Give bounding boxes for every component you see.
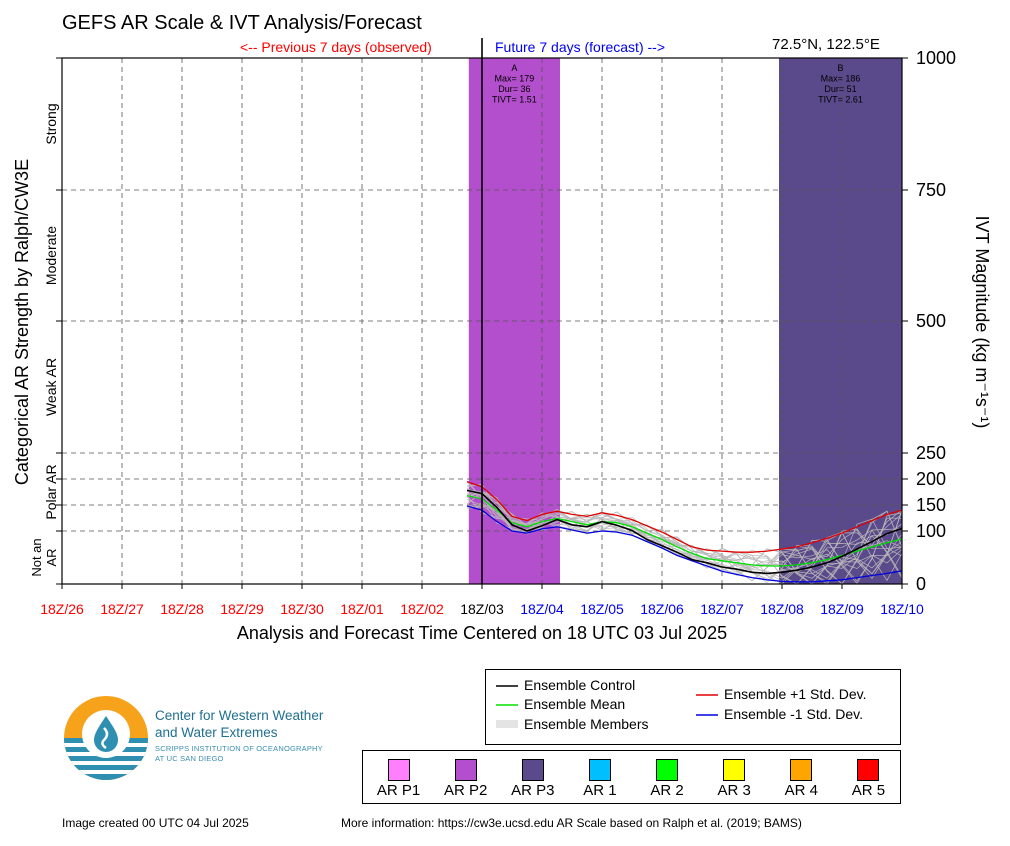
y-tick-label: 250 [916, 443, 946, 463]
y-tick-label: 200 [916, 469, 946, 489]
series-line-minus-std [466, 505, 903, 583]
event-annotation-b: TIVT= 2.61 [818, 95, 863, 105]
scale-label: AR 3 [717, 782, 751, 799]
category-label-line2: AR [44, 548, 59, 566]
scale-swatch-ar-p2 [454, 759, 477, 781]
x-tick-label: 18Z/10 [880, 601, 924, 617]
event-annotation-a: TIVT= 1.51 [492, 95, 537, 105]
y-tick-label: 100 [916, 521, 946, 541]
x-axis-label: Analysis and Forecast Time Centered on 1… [237, 623, 727, 643]
location-label: 72.5°N, 122.5°E [772, 36, 880, 53]
line-legend: Ensemble Control Ensemble Mean Ensemble … [485, 669, 901, 745]
x-tick-label: 18Z/29 [220, 601, 264, 617]
y-tick-label: 0 [916, 574, 926, 594]
y-tick-label: 1000 [916, 48, 956, 68]
cw3e-logo-icon [64, 696, 148, 780]
x-tick-label: 18Z/06 [640, 601, 684, 617]
scale-label: AR P1 [376, 782, 421, 799]
x-tick-label: 18Z/07 [700, 601, 744, 617]
chart-title: GEFS AR Scale & IVT Analysis/Forecast [62, 12, 422, 34]
x-tick-label: 18Z/08 [760, 601, 804, 617]
logo-org-name-line1: Center for Western Weather [155, 708, 324, 723]
x-tick-label: 18Z/27 [100, 601, 144, 617]
scale-label: AR 2 [650, 782, 684, 799]
ensemble-member-line [466, 503, 903, 585]
ivt-chart: 18Z/26 18Z/27 18Z/28 18Z/29 18Z/30 18Z/01 18Z/… [12, 38, 992, 643]
logo-org-name-line2: and Water Extremes [155, 725, 278, 740]
y-tick-label: 750 [916, 180, 946, 200]
scale-swatch-ar-p3 [521, 759, 544, 781]
left-axis-label: Categorical AR Strength by Ralph/CW3E [12, 159, 32, 485]
x-tick-label: 18Z/02 [400, 601, 444, 617]
category-label: Weak AR [43, 358, 59, 416]
event-annotation-a: Max= 179 [495, 74, 535, 84]
logo-institution-line1: SCRIPPS INSTITUTION OF OCEANOGRAPHY [155, 744, 323, 753]
series-line-control [466, 489, 903, 575]
image-created-label: Image created 00 UTC 04 Jul 2025 [62, 816, 249, 830]
legend-minus-std-label: Ensemble -1 Std. Dev. [724, 706, 864, 722]
event-annotation-b: Dur= 51 [824, 84, 856, 94]
legend-plus-std-label: Ensemble +1 Std. Dev. [724, 686, 867, 702]
scale-label: AR P2 [444, 782, 488, 799]
scale-swatch-ar-3 [723, 759, 746, 781]
ensemble-member-line [466, 492, 903, 575]
line-legend-swatches [496, 685, 718, 728]
legend-members-swatch [496, 720, 518, 728]
ensemble-member-line [466, 484, 903, 585]
ar-scale-legend: AR P1 AR P2 AR P3 AR 1 AR 2 AR 3 AR 4 AR 5 [362, 750, 901, 804]
x-tick-label: 18Z/30 [280, 601, 324, 617]
x-tick-label: 18Z/09 [820, 601, 864, 617]
scale-label: AR 1 [583, 782, 617, 799]
scale-label: AR 5 [851, 782, 886, 799]
scale-swatch-ar-p1 [387, 759, 410, 781]
y-tick-label: 150 [916, 495, 946, 515]
future-days-label: Future 7 days (forecast) --> [495, 39, 666, 55]
category-label: Not an [29, 538, 44, 576]
ensemble-member-line [466, 501, 903, 576]
event-annotation-a: Dur= 36 [498, 84, 530, 94]
scale-swatch-ar-1 [588, 759, 611, 781]
event-annotation-b: Max= 186 [821, 74, 861, 84]
x-tick-label: 18Z/28 [160, 601, 204, 617]
legend-mean-label: Ensemble Mean [524, 696, 626, 712]
logo-institution-line2: AT UC SAN DIEGO [155, 754, 224, 763]
event-annotation-b: B [837, 63, 843, 73]
x-tick-label: 18Z/04 [520, 601, 564, 617]
scale-swatch-ar-5 [857, 759, 880, 781]
x-tick-label: 18Z/26 [40, 601, 84, 617]
series-line-plus-std [466, 480, 903, 553]
legend-members-label: Ensemble Members [524, 716, 649, 732]
category-label: Polar AR [43, 464, 59, 519]
legend-control-label: Ensemble Control [524, 677, 636, 693]
x-tick-label: 18Z/01 [340, 601, 384, 617]
ensemble-member-line [466, 491, 903, 585]
scale-swatch-ar-2 [656, 759, 679, 781]
scale-swatch-ar-4 [790, 759, 813, 781]
category-label: Strong [43, 103, 59, 144]
series-line-mean [466, 494, 903, 567]
scale-label: AR P3 [511, 782, 555, 799]
event-annotation-a: A [511, 63, 517, 73]
x-tick-label: 18Z/05 [580, 601, 624, 617]
right-axis-label: IVT Magnitude (kg m⁻¹s⁻¹) [972, 216, 992, 429]
category-label: Moderate [43, 226, 59, 285]
x-tick-label: 18Z/03 [460, 601, 504, 617]
previous-days-label: <-- Previous 7 days (observed) [240, 39, 432, 55]
more-info-label: More information: https://cw3e.ucsd.edu … [341, 816, 802, 830]
scale-label: AR 4 [784, 782, 818, 799]
y-tick-label: 500 [916, 311, 946, 331]
